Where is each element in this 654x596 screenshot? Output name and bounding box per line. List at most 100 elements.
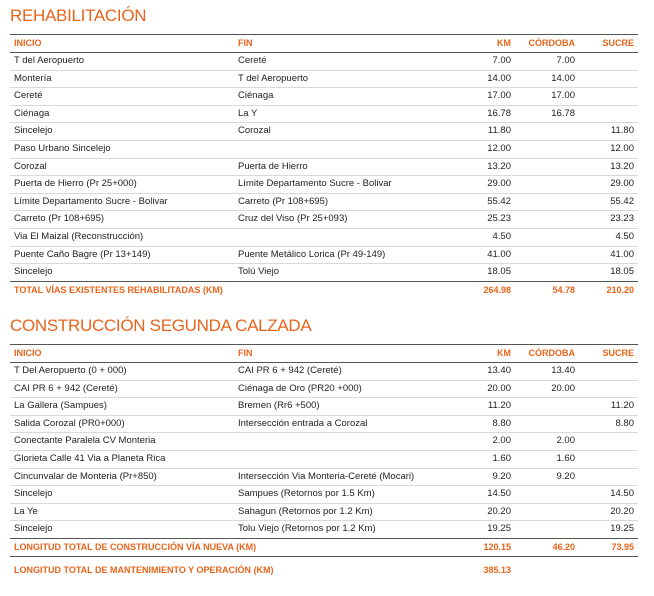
column-header: INICIO bbox=[14, 348, 42, 358]
table-cell: Cruz del Viso (Pr 25+093) bbox=[238, 213, 348, 225]
table-cell: La Y bbox=[238, 107, 258, 119]
table-cell: Sincelejo bbox=[14, 488, 53, 500]
total-cell: LONGITUD TOTAL DE MANTENIMIENTO Y OPERAC… bbox=[14, 565, 274, 575]
table-cell: 18.05 bbox=[487, 266, 511, 278]
row-rule bbox=[10, 228, 638, 229]
row-rule bbox=[10, 520, 638, 521]
row-rule bbox=[10, 415, 638, 416]
table-cell: 20.20 bbox=[487, 505, 511, 517]
table-cell: Conectante Paralela CV Monteria bbox=[14, 435, 156, 447]
table-cell: 2.00 bbox=[556, 435, 576, 447]
section-title: CONSTRUCCIÓN SEGUNDA CALZADA bbox=[10, 316, 312, 335]
row-rule bbox=[10, 87, 638, 88]
table-cell: 1.60 bbox=[492, 453, 512, 464]
section-title: REHABILITACIÓN bbox=[10, 6, 147, 25]
column-header: FIN bbox=[238, 38, 253, 48]
table-cell: Puerta de Hierro bbox=[238, 160, 308, 172]
table-cell: Sincelejo bbox=[14, 125, 53, 137]
table-cell: Puente Metálico Lorica (Pr 49-149) bbox=[238, 248, 386, 260]
table-cell: 8.80 bbox=[615, 417, 635, 429]
table-cell: 14.50 bbox=[610, 488, 634, 500]
table-cell: 4.50 bbox=[615, 231, 635, 242]
column-header: SUCRE bbox=[602, 348, 634, 358]
table-cell: Tolú Viejo bbox=[238, 266, 280, 278]
row-rule bbox=[10, 450, 638, 451]
table-cell: 23.23 bbox=[610, 213, 634, 225]
total-cell: TOTAL VÍAS EXISTENTES REHABILITADAS (KM) bbox=[14, 284, 223, 295]
row-rule bbox=[10, 140, 638, 141]
table-cell: Intersección Via Monteria-Cereté (Mocari… bbox=[238, 470, 415, 482]
row-rule bbox=[10, 538, 638, 539]
table-cell: 20.00 bbox=[487, 382, 511, 394]
row-rule bbox=[10, 175, 638, 176]
table-cell: 2.00 bbox=[492, 435, 512, 447]
table-cell: 11.20 bbox=[487, 400, 511, 412]
table-cell: Cereté bbox=[238, 55, 267, 66]
table-cell: 29.00 bbox=[487, 178, 511, 190]
column-header: FIN bbox=[238, 348, 253, 358]
row-rule bbox=[10, 432, 638, 433]
table-cell: 14.00 bbox=[551, 72, 575, 84]
table-cell: Puente Caño Bagre (Pr 13+149) bbox=[14, 248, 151, 260]
table-cell: Cereté bbox=[14, 90, 43, 102]
table-cell: Límite Departamento Sucre - Bolivar bbox=[14, 195, 168, 207]
table-cell: 41.00 bbox=[487, 248, 511, 260]
table-cell: Sahagun (Retornos por 1.2 Km) bbox=[238, 505, 373, 517]
total-cell: 54.78 bbox=[552, 284, 575, 295]
table-cell: 25.23 bbox=[487, 213, 511, 225]
table-cell: 11.20 bbox=[610, 400, 634, 412]
row-rule bbox=[10, 380, 638, 381]
table-cell: 20.20 bbox=[610, 505, 634, 517]
table-cell: Ciénaga bbox=[238, 90, 274, 102]
table-cell: 4.50 bbox=[492, 231, 512, 242]
table-cell: Bremen (Rr6 +500) bbox=[238, 400, 320, 412]
table-cell: Intersección entrada a Corozal bbox=[238, 417, 368, 429]
table-cell: T del Aeropuerto bbox=[238, 72, 309, 84]
table-cell: Ciénaga de Oro (PR20 +000) bbox=[238, 382, 362, 394]
table-cell: 13.40 bbox=[551, 365, 575, 376]
table-cell: Puerta de Hierro (Pr 25+000) bbox=[14, 178, 137, 190]
table-cell: 13.20 bbox=[610, 160, 634, 172]
row-rule bbox=[10, 52, 638, 53]
table-cell: 18.05 bbox=[610, 266, 634, 278]
row-rule bbox=[10, 397, 638, 398]
table-cell: 9.20 bbox=[556, 470, 576, 482]
total-cell: 120.15 bbox=[483, 542, 511, 552]
column-header: CÓRDOBA bbox=[528, 38, 576, 48]
table-cell: 29.00 bbox=[610, 178, 634, 190]
table-cell: Tolu Viejo (Retornos por 1.2 Km) bbox=[238, 523, 376, 535]
row-rule bbox=[10, 105, 638, 106]
row-rule bbox=[10, 468, 638, 469]
total-cell: 210.20 bbox=[606, 284, 634, 295]
table-cell: T Del Aeropuerto (0 + 000) bbox=[14, 365, 127, 376]
table-cell: Límite Departamento Sucre - Bolivar bbox=[238, 178, 392, 190]
row-rule bbox=[10, 485, 638, 486]
table-cell: Carreto (Pr 108+695) bbox=[14, 213, 105, 225]
table-cell: 12.00 bbox=[610, 143, 634, 154]
column-header: INICIO bbox=[14, 38, 42, 48]
table-cell: 19.25 bbox=[487, 523, 511, 535]
table-cell: 16.78 bbox=[487, 107, 511, 119]
total-cell: LONGITUD TOTAL DE CONSTRUCCIÓN VÍA NUEVA… bbox=[14, 542, 257, 552]
row-rule bbox=[10, 344, 638, 345]
table-cell: 11.80 bbox=[610, 125, 634, 137]
table-cell: 12.00 bbox=[487, 143, 511, 154]
table-cell: 9.20 bbox=[492, 470, 512, 482]
total-cell: 264.98 bbox=[483, 284, 511, 295]
total-cell: 73.95 bbox=[611, 542, 634, 552]
column-header: KM bbox=[497, 348, 511, 358]
table-cell: Corozal bbox=[14, 160, 47, 172]
table-cell: 11.80 bbox=[487, 125, 511, 137]
table-cell: 7.00 bbox=[556, 55, 576, 66]
table-cell: 19.25 bbox=[610, 523, 634, 535]
table-cell: 20.00 bbox=[551, 382, 575, 394]
table-cell: Glorieta Calle 41 Via a Planeta Rica bbox=[14, 453, 166, 464]
column-header: KM bbox=[497, 38, 511, 48]
table-cell: Montería bbox=[14, 72, 52, 84]
table-cell: 55.42 bbox=[610, 195, 634, 207]
row-rule bbox=[10, 362, 638, 363]
table-cell: 13.40 bbox=[487, 365, 511, 376]
table-cell: La Ye bbox=[14, 505, 38, 517]
total-cell: 46.20 bbox=[552, 542, 575, 552]
